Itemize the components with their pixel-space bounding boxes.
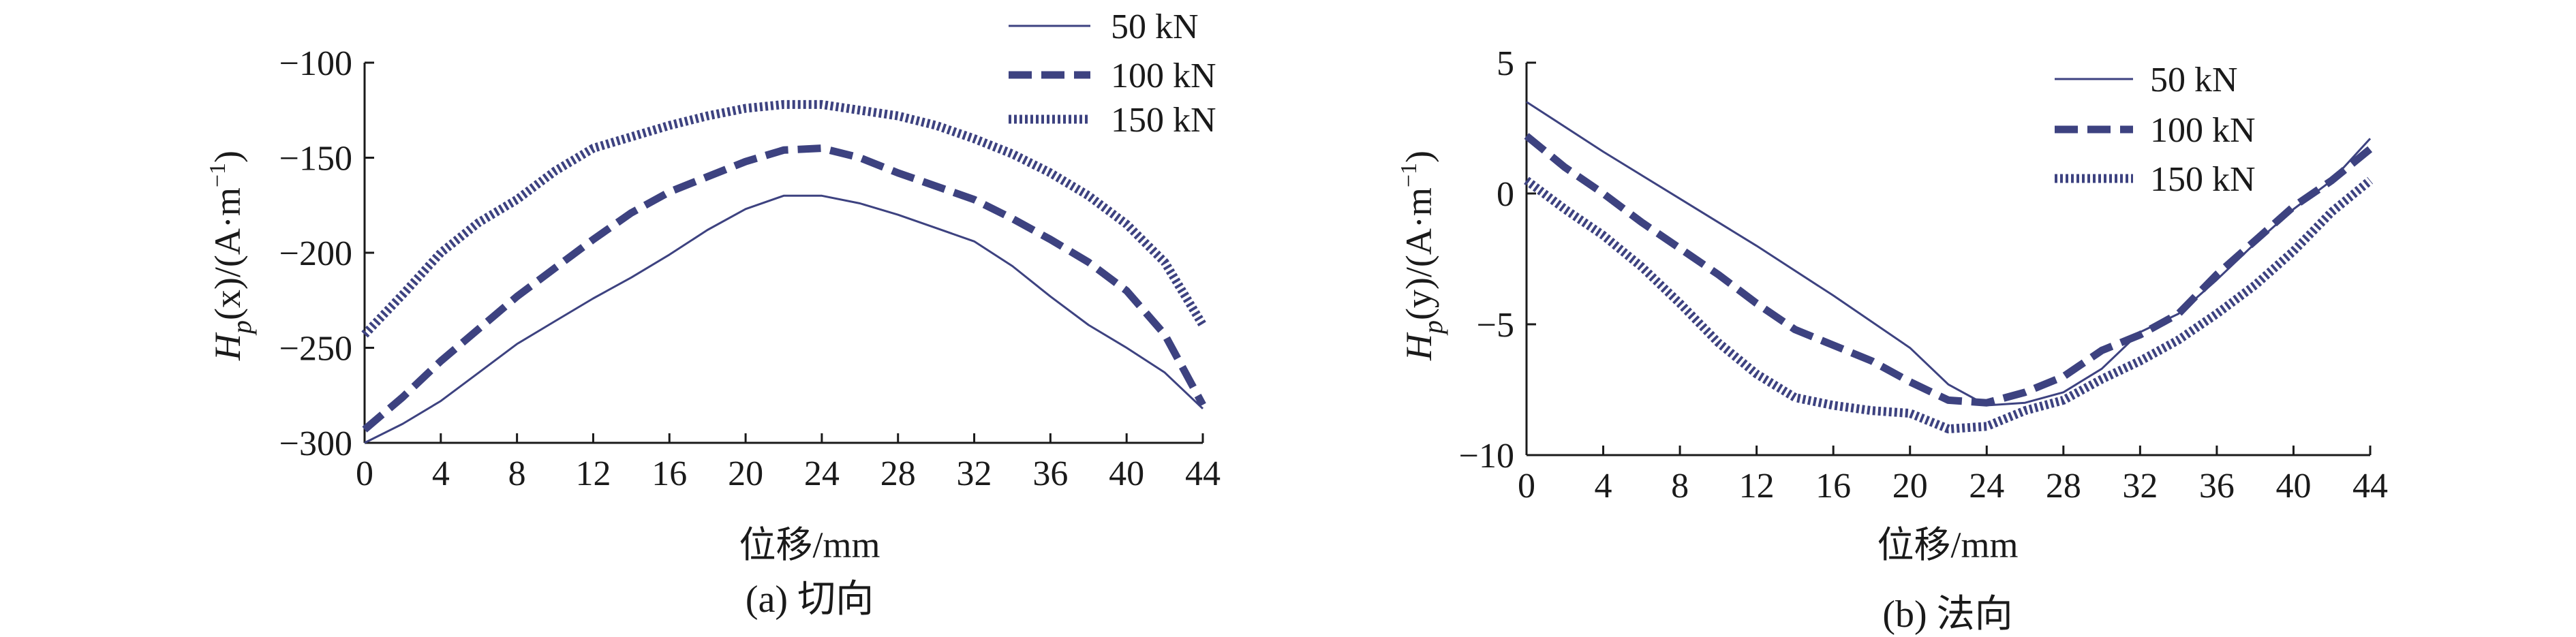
panel-b-x-tick-label: 0 bbox=[1518, 467, 1535, 506]
panel-b-x-tick-label: 8 bbox=[1671, 467, 1689, 506]
panel-b-y-tick-label: 5 bbox=[1497, 44, 1514, 83]
panel-a-x-tick-label: 36 bbox=[1032, 454, 1068, 493]
panel-a-series bbox=[361, 99, 1207, 444]
panel-a-x-tick-label: 4 bbox=[432, 454, 450, 493]
panel-b-y-tick-label: −5 bbox=[1477, 306, 1514, 345]
panel-a-y-ticks: −300 −250 −200 −150 −100 bbox=[279, 44, 374, 463]
panel-b-caption: (b) 法向 bbox=[1882, 593, 2012, 636]
panel-a-series-50kn bbox=[364, 194, 1204, 444]
panel-b-legend-label: 100 kN bbox=[2150, 111, 2256, 150]
panel-a-x-ticks: 0 4 8 12 16 20 24 28 32 36 40 44 bbox=[356, 433, 1221, 493]
panel-b-x-ticks: 0 4 8 12 16 20 24 28 32 36 40 44 bbox=[1518, 446, 2388, 506]
panel-a-legend-label: 150 kN bbox=[1111, 101, 1216, 140]
panel-a-y-tick-label: −100 bbox=[279, 44, 352, 83]
panel-b-x-tick-label: 12 bbox=[1739, 467, 1775, 506]
panel-b-x-tick-label: 32 bbox=[2122, 467, 2158, 506]
panel-b-y-ticks: −10 −5 0 5 bbox=[1459, 44, 1536, 476]
panel-a-y-tick-label: −300 bbox=[279, 424, 352, 463]
panel-a-x-tick-label: 40 bbox=[1109, 454, 1144, 493]
panel-a-x-tick-label: 32 bbox=[957, 454, 992, 493]
panel-b-x-tick-label: 40 bbox=[2275, 467, 2311, 506]
panel-b-x-tick-label: 36 bbox=[2199, 467, 2235, 506]
panel-a-series-150kn bbox=[361, 99, 1207, 338]
panel-b-series-150kn bbox=[1524, 176, 2374, 434]
panel-b-x-tick-label: 44 bbox=[2352, 467, 2388, 506]
panel-a-x-tick-label: 24 bbox=[804, 454, 840, 493]
panel-a-y-tick-label: −250 bbox=[279, 330, 352, 369]
panel-b-x-tick-label: 4 bbox=[1595, 467, 1612, 506]
panel-b-series-100kn bbox=[1524, 133, 2373, 407]
panel-a-x-tick-label: 0 bbox=[356, 454, 373, 493]
panel-a-x-tick-label: 28 bbox=[880, 454, 916, 493]
panel-a-legend-label: 100 kN bbox=[1111, 57, 1216, 95]
panel-b-x-tick-label: 28 bbox=[2046, 467, 2081, 506]
panel-b-y-axis-title: Hp(y)/(A·m−1) bbox=[1396, 151, 1448, 361]
panel-a-legend: 50 kN 100 kN 150 kN bbox=[1009, 7, 1216, 140]
panel-b-legend-label: 150 kN bbox=[2150, 160, 2256, 199]
panel-a-y-axis-title: Hp(x)/(A·m−1) bbox=[205, 151, 257, 361]
panel-b-axes bbox=[1525, 63, 2370, 456]
panel-b-x-tick-label: 24 bbox=[1969, 467, 2004, 506]
panel-a-x-axis-title: 位移/mm bbox=[739, 525, 880, 565]
panel-b-x-axis-title: 位移/mm bbox=[1877, 525, 2018, 565]
panel-a-x-tick-label: 12 bbox=[575, 454, 611, 493]
panel-a-legend-label: 50 kN bbox=[1111, 7, 1199, 46]
panel-a-x-tick-label: 8 bbox=[508, 454, 526, 493]
panel-a-tangential: 0 4 8 12 16 20 24 28 32 36 40 44 −300 −250 −200 −150 −1… bbox=[205, 7, 1221, 621]
panel-a-y-tick-label: −150 bbox=[279, 140, 352, 178]
panel-b-legend-label: 50 kN bbox=[2150, 61, 2238, 99]
panel-a-y-tick-label: −200 bbox=[279, 234, 352, 273]
panel-a-caption: (a) 切向 bbox=[746, 578, 874, 621]
panel-b-series bbox=[1524, 101, 2374, 434]
panel-a-x-tick-label: 16 bbox=[651, 454, 687, 493]
panel-a-x-tick-label: 44 bbox=[1185, 454, 1221, 493]
panel-a-x-tick-label: 20 bbox=[728, 454, 763, 493]
panel-b-x-tick-label: 20 bbox=[1892, 467, 1928, 506]
panel-b-legend: 50 kN 100 kN 150 kN bbox=[2055, 61, 2256, 199]
panel-b-x-tick-label: 16 bbox=[1815, 467, 1851, 506]
panel-b-y-tick-label: −10 bbox=[1459, 437, 1514, 476]
panel-b-y-tick-label: 0 bbox=[1497, 175, 1514, 214]
panel-b-normal: 0 4 8 12 16 20 24 28 32 36 40 44 −10 −5 0 5 50 kN 100 k… bbox=[1396, 44, 2388, 636]
panel-a-series-100kn bbox=[362, 144, 1206, 433]
